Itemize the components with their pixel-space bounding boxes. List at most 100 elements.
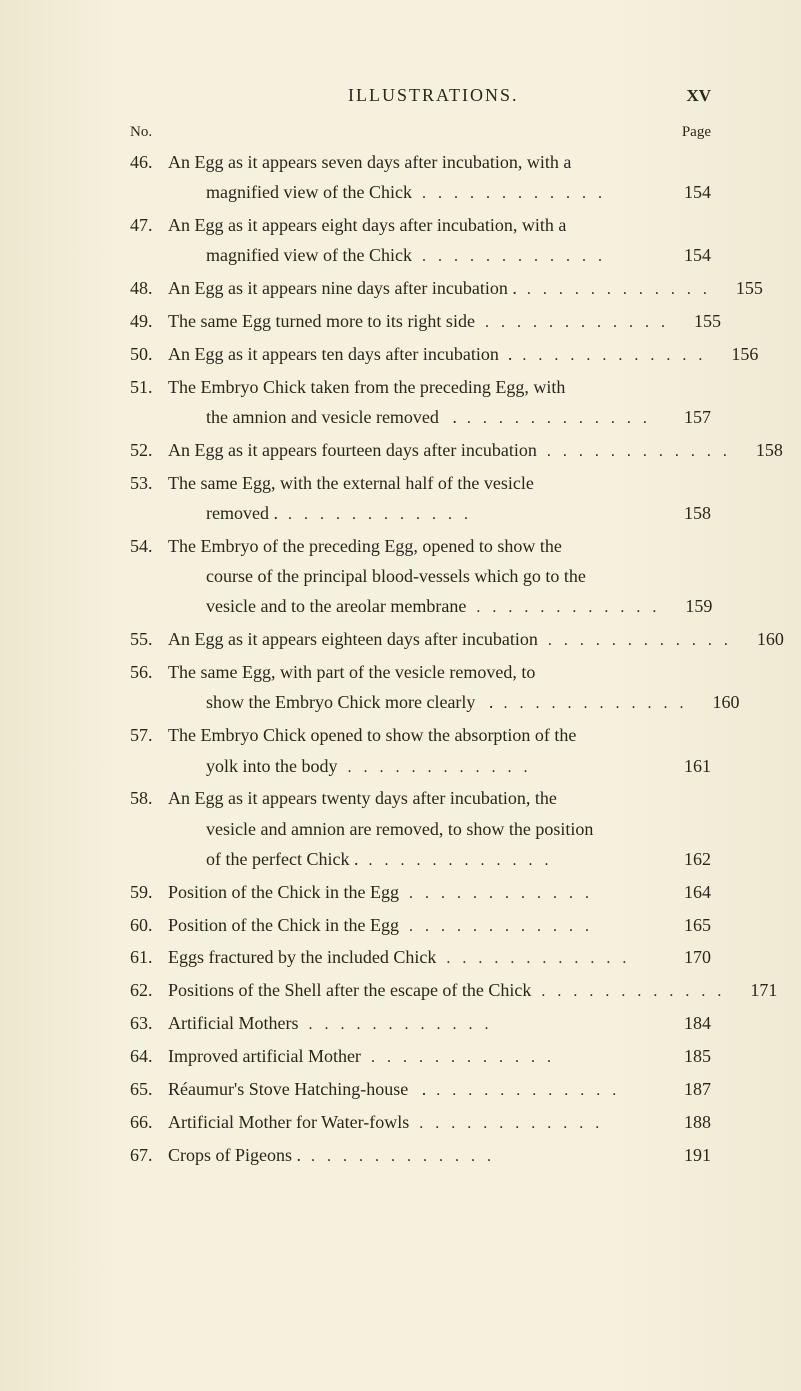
entry-text: Réaumur's Stove Hatching-house . [168, 1074, 426, 1104]
entry-line: The same Egg, with the external half of … [168, 468, 711, 498]
entry-text: removed . [168, 498, 278, 528]
entry-page-number: 158 [739, 435, 783, 465]
entry-number: 59. [130, 877, 168, 908]
entry-page-number: 160 [695, 687, 739, 717]
entry-body: An Egg as it appears eighteen days after… [168, 624, 784, 655]
entry-page-number: 187 [667, 1074, 711, 1104]
entry-body: An Egg as it appears twenty days after i… [168, 783, 711, 874]
dot-leader: ............ [426, 1078, 667, 1105]
entry-text: Position of the Chick in the Egg [168, 877, 399, 907]
entry-text: An Egg as it appears eighteen days after… [168, 624, 538, 654]
entry-body: The Embryo Chick taken from the precedin… [168, 372, 711, 433]
dot-leader: ............ [457, 406, 667, 433]
dot-leader: ............ [338, 755, 668, 782]
entry-page-number: 170 [667, 942, 711, 972]
entry-page-number: 161 [667, 751, 711, 781]
entry-text: course of the principal blood-vessels wh… [168, 561, 586, 591]
entry-page-number: 154 [667, 177, 711, 207]
entry-text: An Egg as it appears twenty days after i… [168, 783, 557, 813]
dot-leader: ............ [517, 277, 719, 304]
entry-page-number: 185 [667, 1041, 711, 1071]
entry-text: An Egg as it appears eight days after in… [168, 210, 566, 240]
list-item: 61.Eggs fractured by the included Chick.… [130, 942, 711, 973]
entry-line: An Egg as it appears eight days after in… [168, 210, 711, 240]
list-item: 63.Artificial Mothers............184 [130, 1008, 711, 1039]
entry-page-number: 155 [719, 273, 763, 303]
entry-number: 47. [130, 210, 168, 271]
header-row: ILLUSTRATIONS. XV [130, 85, 711, 106]
entry-line: magnified view of the Chick............1… [168, 240, 711, 271]
entry-line: show the Embryo Chick more clearly .....… [168, 687, 739, 718]
entry-body: The Embryo Chick opened to show the abso… [168, 720, 711, 781]
illustrations-list: 46.An Egg as it appears seven days after… [130, 147, 711, 1171]
entry-line: The Embryo of the preceding Egg, opened … [168, 531, 712, 561]
dot-leader: ............ [399, 881, 667, 908]
entry-line: An Egg as it appears eighteen days after… [168, 624, 784, 655]
list-item: 46.An Egg as it appears seven days after… [130, 147, 711, 208]
entry-number: 64. [130, 1041, 168, 1072]
entry-line: Position of the Chick in the Egg........… [168, 877, 711, 908]
dot-leader: ............ [409, 1111, 667, 1138]
entry-line: yolk into the body............161 [168, 751, 711, 782]
entry-number: 66. [130, 1107, 168, 1138]
dot-leader: ............ [301, 1144, 667, 1171]
list-item: 59.Position of the Chick in the Egg.....… [130, 877, 711, 908]
list-item: 54.The Embryo of the preceding Egg, open… [130, 531, 711, 622]
entry-line: Positions of the Shell after the escape … [168, 975, 777, 1006]
entry-text: show the Embryo Chick more clearly . [168, 687, 493, 717]
entry-body: The same Egg turned more to its right si… [168, 306, 721, 337]
entry-number: 65. [130, 1074, 168, 1105]
entry-text: The same Egg, with part of the vesicle r… [168, 657, 535, 687]
list-item: 65.Réaumur's Stove Hatching-house ......… [130, 1074, 711, 1105]
list-item: 67.Crops of Pigeons .............191 [130, 1140, 711, 1171]
entry-number: 55. [130, 624, 168, 655]
list-item: 66.Artificial Mother for Water-fowls....… [130, 1107, 711, 1138]
entry-line: The same Egg turned more to its right si… [168, 306, 721, 337]
entry-body: Artificial Mother for Water-fowls.......… [168, 1107, 711, 1138]
list-item: 58.An Egg as it appears twenty days afte… [130, 783, 711, 874]
entry-page-number: 165 [667, 910, 711, 940]
entry-text: The same Egg, with the external half of … [168, 468, 534, 498]
entry-text: magnified view of the Chick [168, 177, 412, 207]
entry-page-number: 164 [667, 877, 711, 907]
entry-line: Réaumur's Stove Hatching-house .........… [168, 1074, 711, 1105]
entry-line: removed .............158 [168, 498, 711, 529]
entry-number: 56. [130, 657, 168, 718]
list-item: 47.An Egg as it appears eight days after… [130, 210, 711, 271]
entry-line: vesicle and to the areolar membrane.....… [168, 591, 712, 622]
entry-number: 48. [130, 273, 168, 304]
entry-number: 60. [130, 910, 168, 941]
list-item: 49.The same Egg turned more to its right… [130, 306, 711, 337]
dot-leader: ............ [358, 848, 667, 875]
entry-number: 62. [130, 975, 168, 1006]
dot-leader: ............ [436, 946, 667, 973]
entry-body: The same Egg, with part of the vesicle r… [168, 657, 739, 718]
entry-text: Position of the Chick in the Egg [168, 910, 399, 940]
dot-leader: ............ [466, 595, 668, 622]
entry-line: of the perfect Chick .............162 [168, 844, 711, 875]
entry-line: the amnion and vesicle removed .........… [168, 402, 711, 433]
entry-line: Artificial Mothers............184 [168, 1008, 711, 1039]
entry-page-number: 159 [668, 591, 712, 621]
list-item: 57.The Embryo Chick opened to show the a… [130, 720, 711, 781]
dot-leader: ............ [537, 439, 739, 466]
entry-line: Crops of Pigeons .............191 [168, 1140, 711, 1171]
entry-line: An Egg as it appears ten days after incu… [168, 339, 758, 370]
entry-body: An Egg as it appears nine days after inc… [168, 273, 763, 304]
entry-number: 63. [130, 1008, 168, 1039]
entry-page-number: 156 [714, 339, 758, 369]
entry-number: 61. [130, 942, 168, 973]
entry-body: An Egg as it appears eight days after in… [168, 210, 711, 271]
entry-line: The Embryo Chick opened to show the abso… [168, 720, 711, 750]
entry-page-number: 191 [667, 1140, 711, 1170]
entry-text: vesicle and amnion are removed, to show … [168, 814, 593, 844]
entry-text: Positions of the Shell after the escape … [168, 975, 531, 1005]
page-title: ILLUSTRATIONS. [130, 85, 686, 106]
entry-number: 57. [130, 720, 168, 781]
entry-text: of the perfect Chick . [168, 844, 358, 874]
entry-text: Artificial Mother for Water-fowls [168, 1107, 409, 1137]
list-item: 60.Position of the Chick in the Egg.....… [130, 910, 711, 941]
list-item: 50.An Egg as it appears ten days after i… [130, 339, 711, 370]
dot-leader: ............ [412, 181, 667, 208]
entry-page-number: 157 [667, 402, 711, 432]
